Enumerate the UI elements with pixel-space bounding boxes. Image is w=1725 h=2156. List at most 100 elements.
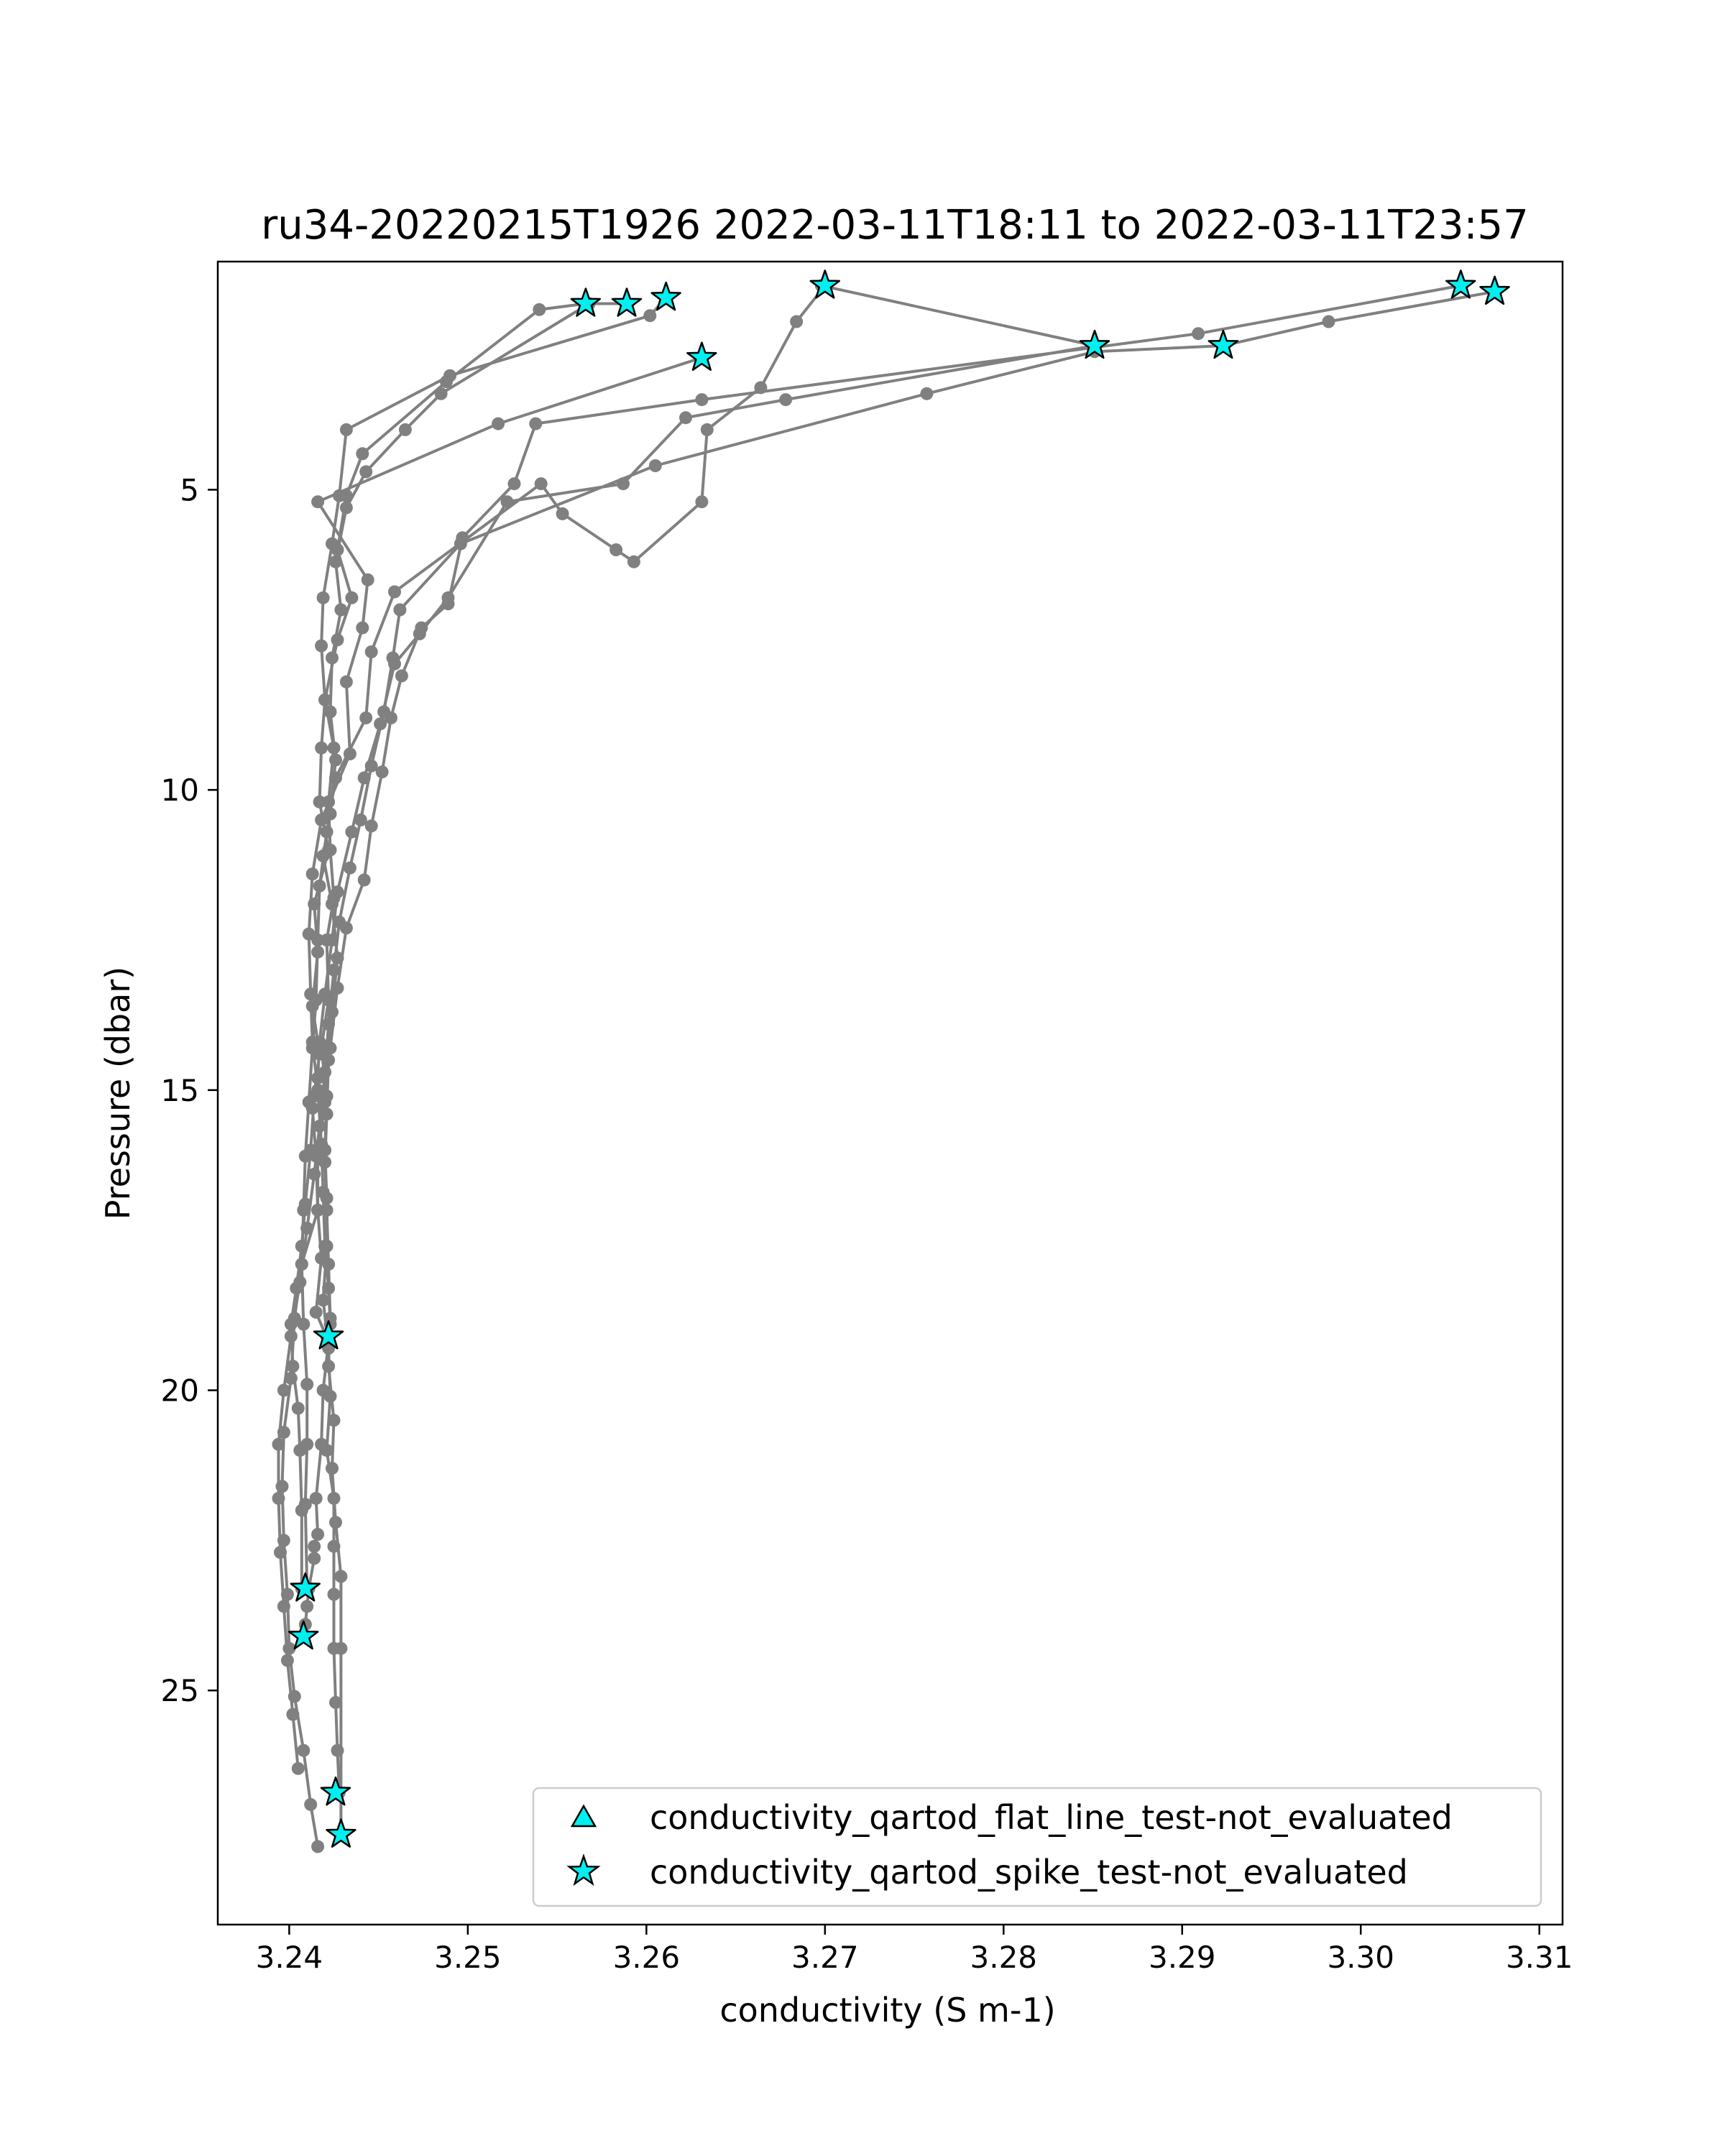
data-point xyxy=(327,963,341,977)
data-point xyxy=(375,765,389,779)
data-point xyxy=(300,1378,314,1391)
data-point xyxy=(754,381,768,395)
data-point xyxy=(320,1203,334,1217)
data-point xyxy=(326,934,339,946)
data-point xyxy=(454,537,467,550)
data-point xyxy=(339,423,353,436)
data-point xyxy=(315,813,328,826)
data-point xyxy=(322,1281,336,1295)
data-point xyxy=(277,1426,290,1439)
data-point xyxy=(320,1107,334,1121)
data-point xyxy=(393,603,407,617)
data-point xyxy=(311,1840,325,1853)
data-point xyxy=(326,897,339,911)
data-point xyxy=(300,1222,314,1235)
data-point xyxy=(300,1600,314,1613)
data-point xyxy=(331,1743,344,1757)
data-point xyxy=(415,621,428,635)
data-point xyxy=(331,885,344,899)
data-point xyxy=(308,1552,321,1565)
data-point xyxy=(291,1761,305,1775)
data-point xyxy=(293,1444,307,1457)
data-point xyxy=(308,1167,321,1181)
y-axis: 5 10 15 20 25 xyxy=(161,472,218,1708)
data-point xyxy=(309,1305,323,1319)
data-point xyxy=(695,393,709,407)
spike-flag-star xyxy=(326,1818,356,1848)
spike-flag-markers xyxy=(288,270,1510,1848)
data-point xyxy=(434,387,448,400)
data-point xyxy=(308,1539,321,1553)
x-tick-label: 3.28 xyxy=(970,1940,1038,1975)
data-point xyxy=(291,1401,305,1415)
data-point xyxy=(311,1203,325,1217)
data-point xyxy=(326,1005,339,1019)
data-point xyxy=(610,543,623,556)
data-point xyxy=(274,1546,287,1560)
data-point xyxy=(275,1480,289,1493)
y-tick-label: 5 xyxy=(180,472,199,507)
y-axis-title: Pressure (dbar) xyxy=(98,967,137,1220)
data-point xyxy=(345,825,359,839)
data-point xyxy=(333,489,346,502)
spike-flag-star xyxy=(611,287,643,317)
data-point xyxy=(316,1294,330,1307)
data-point xyxy=(318,1065,332,1079)
data-point xyxy=(339,501,353,515)
data-point xyxy=(316,591,330,604)
spike-flag-star xyxy=(1208,329,1239,359)
data-point xyxy=(386,651,400,665)
data-point xyxy=(322,1017,336,1031)
data-point xyxy=(326,537,339,550)
data-point xyxy=(322,1360,336,1373)
data-point xyxy=(359,465,373,479)
spike-flag-star xyxy=(288,1620,319,1650)
data-point xyxy=(507,477,521,491)
data-point xyxy=(327,1539,341,1553)
data-point xyxy=(315,639,328,653)
data-point xyxy=(298,1197,312,1211)
data-point xyxy=(359,711,373,724)
legend-box xyxy=(532,1787,1542,1907)
data-point xyxy=(529,417,543,430)
data-point xyxy=(334,1570,348,1583)
data-point xyxy=(323,705,337,719)
data-point xyxy=(364,819,378,833)
data-point xyxy=(286,1708,300,1721)
data-point xyxy=(331,952,344,964)
data-point xyxy=(700,423,714,436)
data-point xyxy=(308,1089,321,1103)
data-point xyxy=(345,591,359,604)
data-point xyxy=(322,795,336,808)
data-point xyxy=(627,555,640,568)
data-point xyxy=(318,1095,332,1109)
y-tick-label: 20 xyxy=(161,1373,199,1409)
data-point xyxy=(364,759,378,773)
data-point xyxy=(356,447,369,461)
triangle-marker-icon xyxy=(570,1804,597,1828)
data-point xyxy=(315,1251,328,1265)
legend-label-flat-line: conductivity_qartod_flat_line_test-not_e… xyxy=(650,1798,1453,1837)
data-point xyxy=(313,879,326,893)
data-point xyxy=(322,843,336,857)
x-tick-label: 3.30 xyxy=(1327,1940,1394,1975)
data-point xyxy=(643,309,657,323)
data-point xyxy=(779,393,793,407)
data-point xyxy=(318,1240,332,1253)
data-point xyxy=(334,1641,348,1655)
data-point xyxy=(326,651,339,665)
data-point xyxy=(309,1491,323,1505)
data-point xyxy=(343,747,356,760)
data-point xyxy=(315,1138,328,1151)
data-point xyxy=(295,1240,308,1253)
spike-flag-star xyxy=(650,281,681,311)
data-point xyxy=(327,741,341,755)
star-marker-icon xyxy=(566,1853,601,1886)
data-point xyxy=(277,1383,290,1397)
data-point xyxy=(327,1491,341,1505)
data-point xyxy=(354,813,367,826)
data-point xyxy=(357,771,371,785)
data-point xyxy=(356,621,369,635)
data-point xyxy=(284,1330,298,1343)
data-point xyxy=(288,1690,301,1703)
